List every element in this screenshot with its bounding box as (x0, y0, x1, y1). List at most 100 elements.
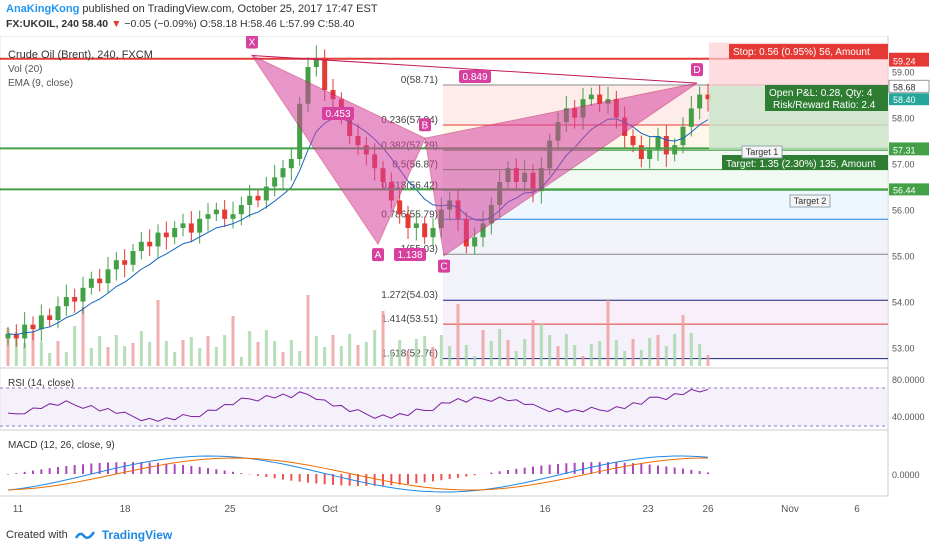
rsi-band (0, 388, 888, 426)
harmonic-point-marker (691, 63, 703, 77)
harmonic-point-label: C (440, 262, 447, 273)
volume-bar (73, 326, 77, 366)
volume-bar (98, 336, 102, 366)
candle-body (30, 324, 36, 330)
volume-bar (64, 352, 68, 366)
price-badge-label: 58.68 (893, 82, 916, 92)
time-tick-label: 16 (539, 504, 551, 515)
volume-bar (548, 335, 552, 366)
candle-body (647, 149, 653, 159)
candle-body (155, 232, 161, 247)
candle-body (80, 287, 86, 302)
brand-name[interactable]: TradingView (101, 528, 173, 542)
volume-bar (706, 355, 710, 366)
candle-body (280, 168, 286, 178)
price-badge-label: 57.31 (893, 145, 916, 155)
volume-bar (623, 351, 627, 366)
price-tick-label: 54.00 (892, 298, 915, 308)
candle-body (238, 205, 244, 215)
author-link[interactable]: AnaKingKong (6, 3, 80, 15)
candle-body (38, 315, 44, 330)
price-badge-label: 58.40 (893, 95, 916, 105)
candle-body (230, 214, 236, 219)
candle-body (705, 94, 711, 100)
volume-bar (606, 299, 610, 366)
volume-bar (164, 341, 168, 366)
price-tick-label: 59.00 (892, 68, 915, 78)
volume-bar (306, 295, 310, 366)
macd-label: MACD (12, 26, close, 9) (8, 440, 115, 451)
volume-bar (173, 352, 177, 366)
macd-tick-label: 0.0000 (892, 470, 920, 480)
harmonic-ratio-label: 0.453 (325, 109, 350, 120)
candle-body (255, 195, 261, 201)
volume-bar (31, 331, 35, 366)
fib-level-label: 0(58.71) (401, 75, 438, 86)
harmonic-bcd-triangle (424, 82, 698, 257)
fib-band (443, 300, 888, 325)
candle-body (688, 108, 694, 127)
volume-bar (673, 334, 677, 366)
candle-body (197, 218, 203, 233)
volume-bar (556, 346, 560, 366)
volume-bar (298, 351, 302, 366)
fib-level-label: 0.618(56.42) (381, 180, 438, 191)
candle-body (5, 333, 11, 339)
volume-bar (81, 307, 85, 366)
volume-bar (273, 341, 277, 366)
candle-body (655, 136, 661, 150)
volume-bar (348, 334, 352, 366)
candle-body (272, 177, 278, 187)
price-tick-label: 58.00 (892, 114, 915, 124)
candle-body (397, 200, 403, 215)
volume-bar (339, 346, 343, 366)
target2-label: Target 2 (794, 196, 827, 206)
volume-bar (48, 353, 52, 366)
price-badge (889, 143, 929, 156)
volume-bar (14, 332, 18, 366)
volume-bar (698, 344, 702, 366)
symbol-info: FX:UKOIL, 240 58.40 ▼ −0.05 (−0.09%) O:5… (6, 18, 354, 30)
stop-label: Stop: 0.56 (0.95%) 56, Amount (733, 47, 870, 58)
rsi-tick-label: 40.0000 (892, 412, 925, 422)
candle-body (55, 306, 61, 320)
price-tick-label: 57.00 (892, 160, 915, 170)
volume-bar (589, 344, 593, 366)
volume-bar (256, 342, 260, 366)
harmonic-point-label: A (375, 250, 382, 261)
volume-bar (539, 324, 543, 366)
volume-bar (681, 315, 685, 366)
candle-body (188, 223, 194, 233)
price-tick-label: 56.00 (892, 206, 915, 216)
time-tick-label: Oct (322, 504, 338, 515)
candle-body (113, 260, 119, 270)
volume-bar (456, 304, 460, 366)
risk-reward-label: Risk/Reward Ratio: 2.4 (773, 100, 876, 111)
candle-body (480, 223, 486, 238)
candle-body (413, 223, 419, 228)
volume-bar (373, 330, 377, 366)
candle-body (288, 159, 294, 169)
fib-level-label: 0.5(56.87) (392, 160, 438, 171)
volume-bar (89, 348, 93, 366)
price-change: −0.05 (−0.09%) (124, 18, 197, 30)
candle-body (672, 145, 678, 155)
candle-body (247, 195, 253, 205)
fib-level-label: 1.618(52.76) (381, 349, 438, 360)
volume-bar (464, 345, 468, 366)
target1-label: Target 1 (746, 147, 779, 157)
harmonic-point-label: D (693, 65, 700, 76)
volume-bar (6, 328, 10, 366)
harmonic-point-label: B (422, 120, 429, 131)
volume-bar (314, 336, 318, 366)
price-tick-label: 55.00 (892, 252, 915, 262)
fib-level-label: 0.236(57.84) (381, 115, 438, 126)
candle-body (630, 136, 636, 146)
tradingview-logo-icon (74, 531, 95, 540)
volume-bar (131, 343, 135, 366)
chart-canvas[interactable]: 59.00 58.00 57.00 56.00 55.00 54.00 53.00 0(58.… (0, 36, 932, 526)
fib-level-label: 1.414(53.51) (381, 314, 438, 325)
volume-bar (198, 348, 202, 366)
candle-body (88, 278, 94, 288)
candle-body (172, 228, 178, 238)
